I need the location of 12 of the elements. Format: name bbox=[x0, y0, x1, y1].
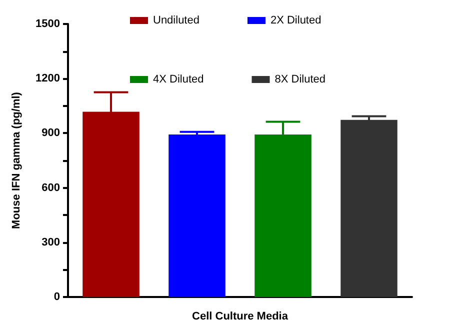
legend-label: 4X Diluted bbox=[153, 74, 204, 86]
legend-label: 8X Diluted bbox=[274, 74, 326, 86]
y-tick-label: 600 bbox=[42, 182, 60, 194]
y-tick-label: 0 bbox=[54, 291, 60, 303]
y-tick-label: 300 bbox=[42, 236, 60, 248]
y-tick-label: 1500 bbox=[36, 18, 60, 30]
legend-label: Undiluted bbox=[153, 14, 200, 26]
y-tick-label: 1200 bbox=[36, 72, 60, 85]
x-axis-title: Cell Culture Media bbox=[192, 310, 289, 322]
y-axis-title: Mouse IFN gamma (pg/ml) bbox=[10, 92, 22, 229]
y-tick-label: 900 bbox=[42, 127, 60, 140]
legend-label: 2X Diluted bbox=[270, 14, 322, 26]
